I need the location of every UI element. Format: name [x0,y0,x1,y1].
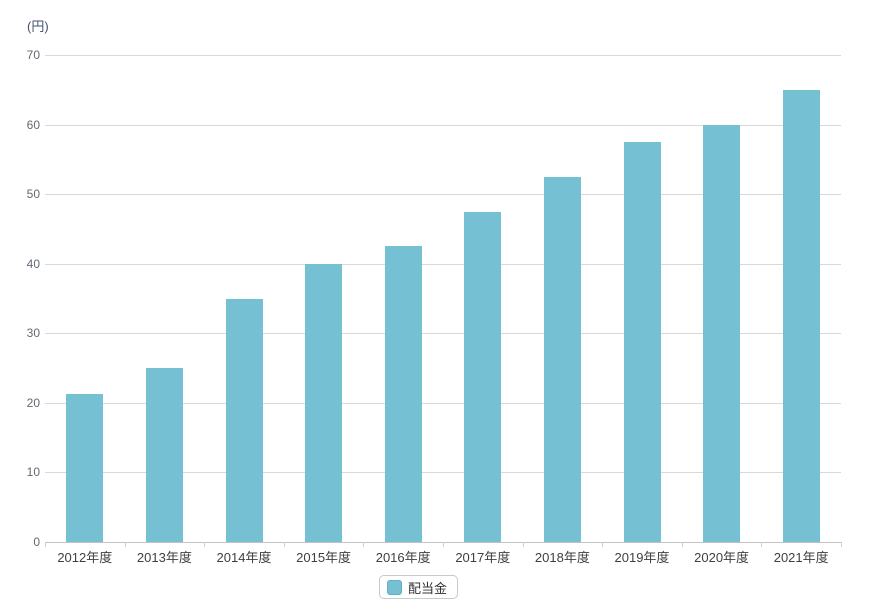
x-axis-tick [45,542,46,547]
x-axis-tick [124,542,126,547]
x-tick-label: 2014年度 [216,550,272,565]
bar-2012年度[interactable] [66,394,104,542]
x-axis-tick [283,542,285,547]
x-tick-label: 2018年度 [534,550,590,565]
y-tick-label: 40 [26,256,40,271]
y-axis-unit-label: (円) [27,19,49,34]
gridline [45,124,841,126]
bar-2019年度[interactable] [623,141,661,542]
y-tick-label: 70 [26,48,40,62]
bar-2014年度[interactable] [225,298,263,542]
y-tick-label: 10 [26,465,40,480]
gridline [45,55,841,56]
y-tick-label: 0 [33,535,40,549]
bar-2020年度[interactable] [703,124,741,542]
y-tick-label: 50 [26,187,40,202]
y-tick-label: 30 [26,326,40,341]
x-axis-tick [761,542,763,547]
bar-2016年度[interactable] [384,246,422,542]
gridline [45,333,841,335]
x-axis-tick [681,542,683,547]
y-tick-label: 60 [26,117,40,132]
bar-2013年度[interactable] [145,368,183,542]
x-tick-label: 2012年度 [57,550,113,565]
bar-2021年度[interactable] [782,89,820,542]
legend-item-dividend[interactable]: 配当金 [379,575,459,599]
bar-2015年度[interactable] [305,263,343,542]
x-tick-label: 2017年度 [455,550,511,565]
x-axis-tick [522,542,524,547]
x-tick-label: 2015年度 [296,550,352,565]
gridline [45,194,841,196]
x-tick-label: 2020年度 [694,550,750,565]
gridline [45,472,841,474]
x-tick-label: 2019年度 [614,550,670,565]
y-tick-label: 20 [26,395,40,410]
x-axis-tick [443,542,444,547]
x-tick-label: 2021年度 [773,550,829,565]
x-tick-label: 2013年度 [136,550,192,565]
bar-2017年度[interactable] [464,211,502,542]
legend-swatch-icon [387,579,402,595]
legend-label: 配当金 [408,580,448,596]
x-axis-tick [841,542,842,547]
bar-2018年度[interactable] [543,176,581,542]
gridline [45,263,841,265]
x-axis-tick [363,542,365,547]
x-tick-label: 2016年度 [375,550,431,565]
plot-area [45,55,841,543]
x-axis-tick [602,542,604,547]
x-axis-tick [204,542,206,547]
gridline [45,402,841,404]
